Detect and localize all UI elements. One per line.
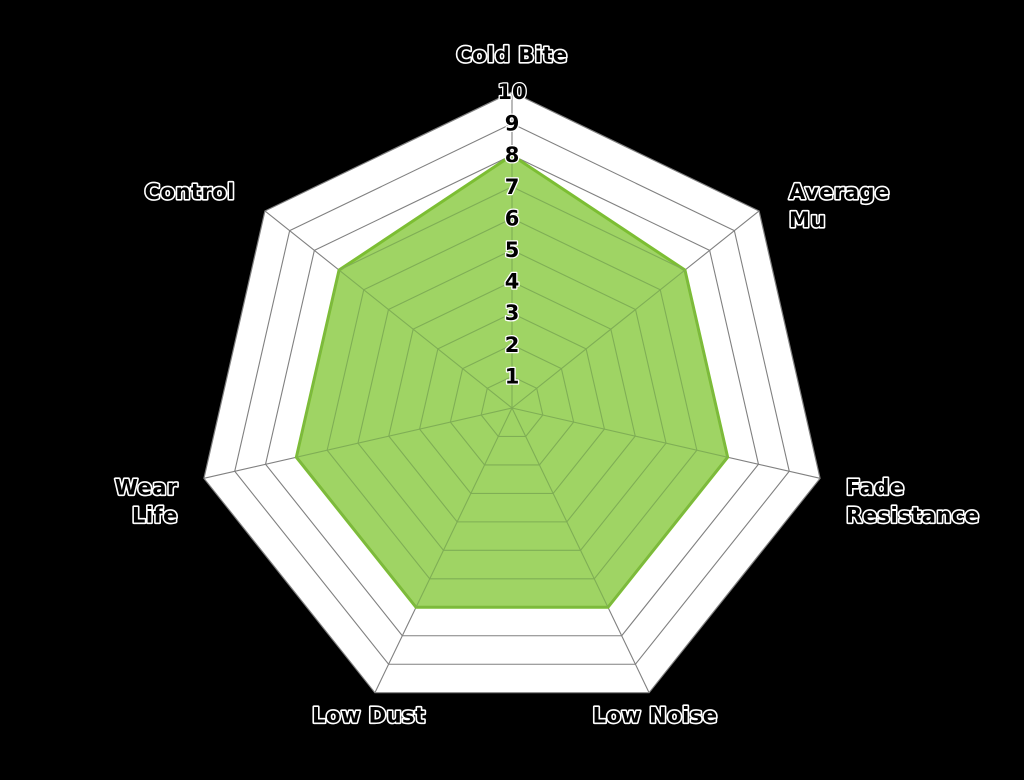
axis-label-low-noise: Low Noise <box>593 704 718 728</box>
radial-tick-label-5: 5 <box>505 238 520 262</box>
axis-label-average-mu: Average Mu <box>789 180 890 232</box>
radial-tick-label-4: 4 <box>505 270 520 294</box>
radar-grid-ring-over-4 <box>388 280 636 523</box>
radial-tick-label-6: 6 <box>505 206 520 230</box>
axis-label-low-dust: Low Dust <box>312 704 425 728</box>
axis-label-line: Cold Bite <box>456 43 567 67</box>
radar-grid-ring-over-3 <box>418 312 606 494</box>
radial-tick-label-7: 7 <box>505 175 520 199</box>
axis-label-line: Mu <box>789 208 826 232</box>
axis-label-fade-resistance: Fade Resistance <box>846 475 979 527</box>
radial-tick-label-10: 10 <box>497 80 526 104</box>
axis-label-line: Low Dust <box>312 704 425 728</box>
radar-grid-ring-over-1 <box>480 375 544 438</box>
radar-spoke-over-wear-life <box>296 407 513 479</box>
radar-spoke-over-low-noise <box>511 407 650 608</box>
radial-tick-label-9: 9 <box>505 112 520 136</box>
radar-grid-ring-over-2 <box>449 344 575 466</box>
axis-label-wear-life: Wear Life <box>115 475 178 527</box>
axis-label-line: Resistance <box>846 503 979 527</box>
axis-label-line: Average <box>789 180 890 204</box>
radar-grid-ring-8 <box>264 154 760 637</box>
radar-grid-ring-over-5 <box>357 249 667 551</box>
axis-label-line: Control <box>145 180 235 204</box>
radar-grid-ring-9 <box>234 122 790 665</box>
radial-tick-label-2: 2 <box>505 333 520 357</box>
axis-label-cold-bite: Cold Bite <box>456 43 567 67</box>
axis-category-labels: Cold Bite Average Mu Fade Resistance Low Nois… <box>113 41 981 729</box>
axis-label-line: Fade <box>846 475 905 499</box>
radial-tick-label-8: 8 <box>505 143 520 167</box>
axis-label-line: Low Noise <box>593 704 718 728</box>
radar-spoke-over-fade-resistance <box>511 407 728 479</box>
axis-label-control: Control <box>145 180 235 204</box>
radial-tick-label-1: 1 <box>505 364 520 388</box>
radial-tick-label-3: 3 <box>505 301 520 325</box>
radar-spoke-over-low-dust <box>374 407 513 608</box>
axis-label-line: Wear <box>115 475 178 499</box>
radar-grid-ring-over-6 <box>326 217 698 580</box>
radial-tick-labels: 1 2 3 4 5 6 7 8 9 10 <box>496 79 528 390</box>
axis-label-line: Life <box>132 503 178 527</box>
